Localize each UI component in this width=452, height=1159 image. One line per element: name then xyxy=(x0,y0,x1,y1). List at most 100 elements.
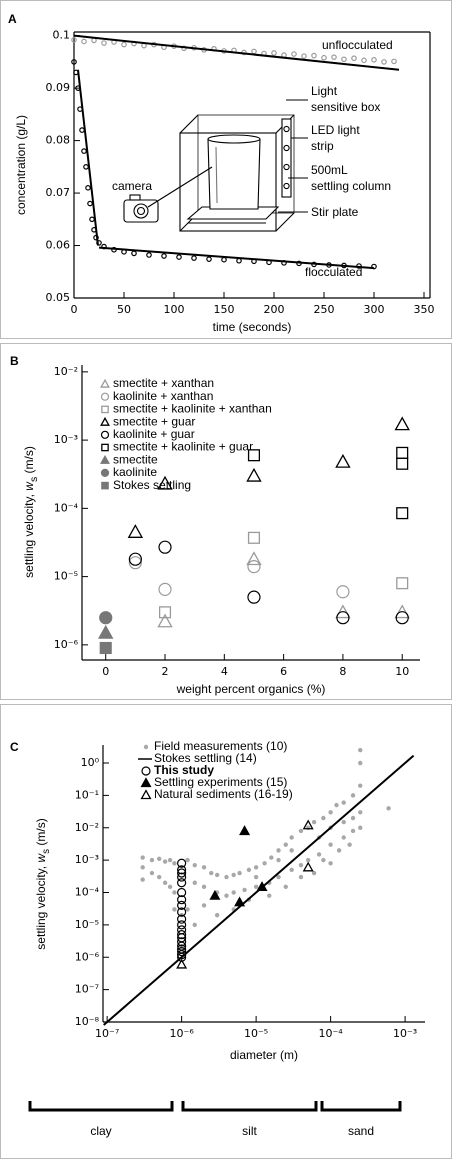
legend-label: Field measurements (10) xyxy=(154,739,287,753)
data-point xyxy=(185,907,190,912)
data-point xyxy=(177,858,187,868)
data-point xyxy=(83,164,89,170)
data-point xyxy=(121,41,127,48)
y-axis-label: concentration (g/L) xyxy=(14,115,28,215)
legend-label: smectite + kaolinite + guar xyxy=(113,440,253,454)
data-point xyxy=(239,825,251,836)
data-point xyxy=(246,867,252,873)
data-point xyxy=(386,806,391,811)
y-tick-label: 10⁻¹ xyxy=(75,788,99,801)
data-point xyxy=(214,912,220,918)
data-point xyxy=(311,52,317,59)
data-point xyxy=(341,835,346,840)
data-point xyxy=(311,819,317,825)
annotation: strip xyxy=(311,139,334,153)
data-point xyxy=(214,872,220,878)
x-tick-label: 200 xyxy=(264,303,285,316)
x-tick-label: 4 xyxy=(221,665,228,678)
data-point xyxy=(177,930,187,940)
y-tick-label: 10⁻⁶ xyxy=(54,638,79,651)
data-point xyxy=(336,848,342,853)
data-point xyxy=(221,256,227,263)
data-point xyxy=(176,958,188,969)
data-point xyxy=(396,507,409,520)
data-point xyxy=(224,893,229,898)
led xyxy=(283,125,290,133)
box-edge xyxy=(275,212,295,232)
data-point xyxy=(177,872,187,882)
data-point xyxy=(341,56,347,63)
data-point xyxy=(87,200,93,207)
x-tick-label: 10⁻⁵ xyxy=(244,1027,268,1040)
data-point xyxy=(192,922,197,928)
size-class-label: sand xyxy=(348,1124,374,1138)
y-tick-label: 0.07 xyxy=(46,186,71,199)
y-tick-label: 10⁻⁷ xyxy=(75,983,99,996)
data-point xyxy=(321,815,326,821)
data-point xyxy=(201,884,207,890)
data-point xyxy=(328,861,333,866)
data-point xyxy=(177,907,187,917)
fit-line xyxy=(73,34,400,71)
data-point xyxy=(177,920,187,930)
data-point xyxy=(391,58,397,65)
data-point xyxy=(81,38,87,45)
data-point xyxy=(157,613,173,628)
y-axis-label-part: (m/s) xyxy=(34,818,48,849)
data-point xyxy=(289,867,294,873)
data-point xyxy=(321,857,326,863)
data-point xyxy=(336,585,350,599)
legend-swatch xyxy=(140,777,152,788)
data-point xyxy=(358,747,363,753)
data-point xyxy=(99,611,113,625)
data-point xyxy=(209,870,214,876)
data-point xyxy=(269,855,274,860)
y-axis-label-part: s xyxy=(41,849,52,854)
size-bracket xyxy=(320,1101,402,1112)
legend-swatch xyxy=(140,789,152,800)
data-point xyxy=(262,861,267,866)
legend-label: Natural sediments (16-19) xyxy=(154,787,293,801)
data-point xyxy=(291,51,297,57)
annotation: Stir plate xyxy=(311,205,359,219)
data-point xyxy=(131,250,137,257)
data-point xyxy=(311,870,317,876)
led xyxy=(283,163,290,171)
y-tick-label: 10⁻⁴ xyxy=(54,501,79,514)
legend-swatch xyxy=(100,378,110,388)
annotation: Light xyxy=(311,84,338,98)
y-tick-label: 10⁻⁶ xyxy=(75,950,100,963)
data-point xyxy=(149,870,155,876)
y-axis-label: settling velocity, ws (m/s) xyxy=(34,818,51,949)
led-strip xyxy=(281,118,292,198)
data-point xyxy=(177,868,187,878)
box-edge xyxy=(179,114,199,134)
data-point xyxy=(128,552,142,566)
size-class-label: silt xyxy=(242,1124,257,1138)
x-tick-label: 50 xyxy=(117,303,131,316)
x-axis-label: weight percent organics (%) xyxy=(176,682,326,696)
y-tick-label: 0.08 xyxy=(46,134,71,147)
data-point xyxy=(328,842,333,847)
legend-swatch xyxy=(101,481,109,490)
data-point xyxy=(192,880,197,885)
data-point xyxy=(331,54,337,60)
x-tick-label: 10 xyxy=(395,665,409,678)
legend-swatch xyxy=(143,744,149,750)
beaker-shade xyxy=(215,146,218,204)
data-point xyxy=(247,590,261,604)
data-point xyxy=(358,810,363,815)
data-point xyxy=(350,815,356,821)
data-point xyxy=(177,887,187,898)
data-point xyxy=(394,604,410,619)
data-point xyxy=(381,59,387,65)
data-point xyxy=(298,874,304,880)
legend-label: smectite + xanthan xyxy=(113,376,214,390)
stir-plate xyxy=(186,206,280,220)
data-point xyxy=(157,475,173,490)
x-tick-label: 10⁻⁶ xyxy=(170,1027,195,1040)
data-point xyxy=(162,859,168,864)
legend-label: kaolinite + xanthan xyxy=(113,389,213,403)
data-point xyxy=(298,862,304,868)
data-point xyxy=(128,556,142,570)
